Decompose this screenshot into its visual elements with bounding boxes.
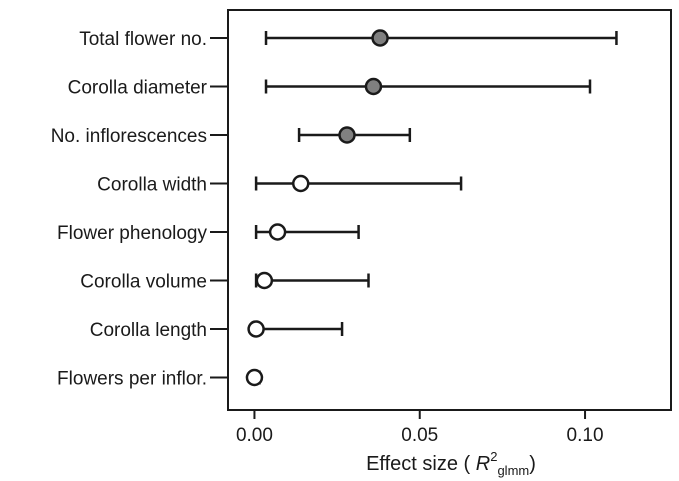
category-label: Corolla diameter [68, 78, 208, 99]
category-label: Corolla width [97, 175, 207, 196]
estimate-point [371, 29, 389, 47]
category-label: Corolla length [90, 320, 207, 341]
category-label: Total flower no. [79, 29, 207, 50]
category-label: Flowers per inflor. [57, 369, 207, 390]
x-tick-label: 0.10 [567, 425, 604, 446]
category-label: No. inflorescences [51, 126, 207, 147]
data-marks [245, 29, 618, 387]
estimate-point [291, 174, 310, 193]
plot-frame [227, 9, 672, 411]
estimate-point [247, 320, 265, 338]
x-tick-label: 0.05 [401, 425, 438, 446]
category-label: Flower phenology [57, 223, 207, 244]
estimate-point [364, 77, 383, 96]
x-axis-title: Effect size ( R2glmm) [366, 449, 536, 478]
x-axis: 0.00 0.05 0.10 [236, 410, 604, 446]
estimate-point [338, 126, 356, 144]
x-tick-label: 0.00 [236, 425, 273, 446]
estimate-point [255, 271, 274, 290]
category-label: Corolla volume [80, 272, 207, 293]
estimate-point [245, 368, 264, 387]
category-axis: Total flower no. Corolla diameter No. infl… [51, 29, 228, 390]
estimate-point [268, 223, 287, 241]
